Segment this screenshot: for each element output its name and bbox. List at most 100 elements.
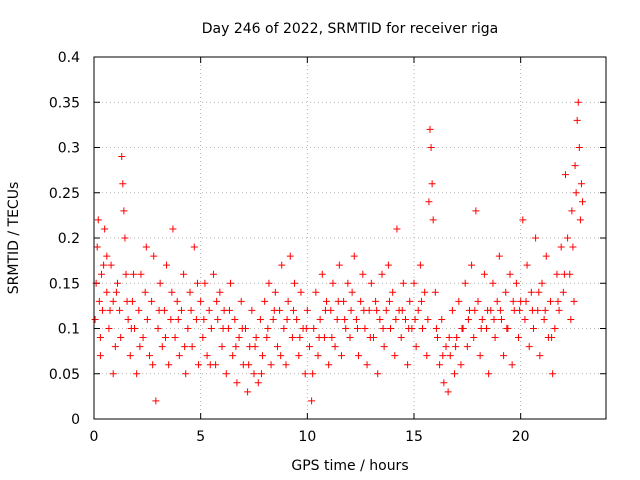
data-point: [527, 288, 535, 296]
data-point: [442, 343, 450, 351]
data-point: [554, 297, 562, 305]
x-tick-label: 15: [405, 429, 423, 445]
data-point: [296, 334, 304, 342]
data-point: [529, 325, 537, 332]
data-point: [321, 306, 329, 314]
data-point: [97, 270, 105, 278]
data-point: [238, 325, 246, 332]
data-point: [392, 315, 400, 323]
data-point: [429, 216, 437, 224]
data-point: [569, 243, 577, 251]
data-point: [446, 352, 454, 360]
data-point: [154, 325, 162, 332]
data-point: [103, 288, 111, 296]
y-tick-label: 0.05: [49, 367, 80, 383]
data-point: [549, 370, 557, 378]
data-point: [540, 315, 548, 323]
data-point: [139, 334, 147, 342]
y-tick-label: 0.4: [58, 50, 80, 66]
data-point: [309, 370, 317, 378]
data-point: [216, 288, 224, 296]
data-point: [312, 288, 320, 296]
data-point: [405, 325, 413, 332]
data-point: [538, 279, 546, 287]
data-point: [347, 306, 355, 314]
data-point: [256, 315, 264, 323]
data-point: [94, 216, 102, 224]
data-point: [451, 370, 459, 378]
data-point: [112, 288, 120, 296]
data-point: [421, 288, 429, 296]
data-point: [96, 352, 104, 360]
data-point: [393, 225, 401, 233]
data-point: [129, 270, 137, 278]
data-point: [219, 325, 227, 332]
data-point: [213, 297, 221, 305]
x-tick-label: 0: [90, 429, 99, 445]
data-point: [269, 315, 277, 323]
data-point: [416, 261, 424, 269]
data-point: [155, 306, 163, 314]
data-point: [509, 297, 517, 305]
data-point: [222, 370, 230, 378]
data-point: [478, 315, 486, 323]
data-point: [267, 361, 275, 369]
data-point: [148, 297, 156, 305]
data-point: [186, 288, 194, 296]
data-point: [282, 361, 290, 369]
data-point: [359, 270, 367, 278]
data-point: [376, 315, 384, 323]
data-point: [485, 370, 493, 378]
data-point: [117, 334, 125, 342]
data-point: [384, 261, 392, 269]
data-point: [547, 297, 555, 305]
data-point: [471, 306, 479, 314]
data-point: [187, 306, 195, 314]
data-point: [218, 343, 226, 351]
data-point: [440, 379, 448, 387]
data-point: [398, 306, 406, 314]
data-point: [525, 343, 533, 351]
data-point: [472, 207, 480, 215]
data-point: [156, 279, 164, 287]
data-point: [197, 297, 205, 305]
data-point: [245, 361, 253, 369]
data-point: [171, 334, 179, 342]
data-point: [453, 334, 461, 342]
data-point: [438, 315, 446, 323]
data-point: [406, 297, 414, 305]
data-point: [484, 306, 492, 314]
data-point: [329, 279, 337, 287]
data-point: [135, 306, 143, 314]
data-point: [490, 315, 498, 323]
data-point: [286, 252, 294, 260]
data-point: [553, 270, 561, 278]
data-point: [252, 334, 260, 342]
data-point: [352, 315, 360, 323]
data-point: [515, 334, 523, 342]
data-point: [96, 334, 104, 342]
data-point: [200, 315, 208, 323]
data-point: [342, 325, 350, 332]
data-point: [496, 306, 504, 314]
data-point: [232, 343, 240, 351]
data-point: [137, 270, 145, 278]
data-point: [461, 279, 469, 287]
data-point: [180, 270, 188, 278]
data-point: [508, 361, 516, 369]
data-point: [385, 297, 393, 305]
data-point: [571, 162, 579, 170]
data-point: [548, 334, 556, 342]
data-point: [559, 288, 567, 296]
data-point: [423, 352, 431, 360]
data-point: [414, 306, 422, 314]
data-point: [150, 252, 158, 260]
data-point: [177, 306, 185, 314]
data-point: [353, 325, 361, 332]
data-point: [227, 279, 235, 287]
data-point: [195, 361, 203, 369]
data-point: [259, 352, 267, 360]
x-axis-label: GPS time / hours: [291, 458, 408, 474]
data-point: [355, 352, 363, 360]
